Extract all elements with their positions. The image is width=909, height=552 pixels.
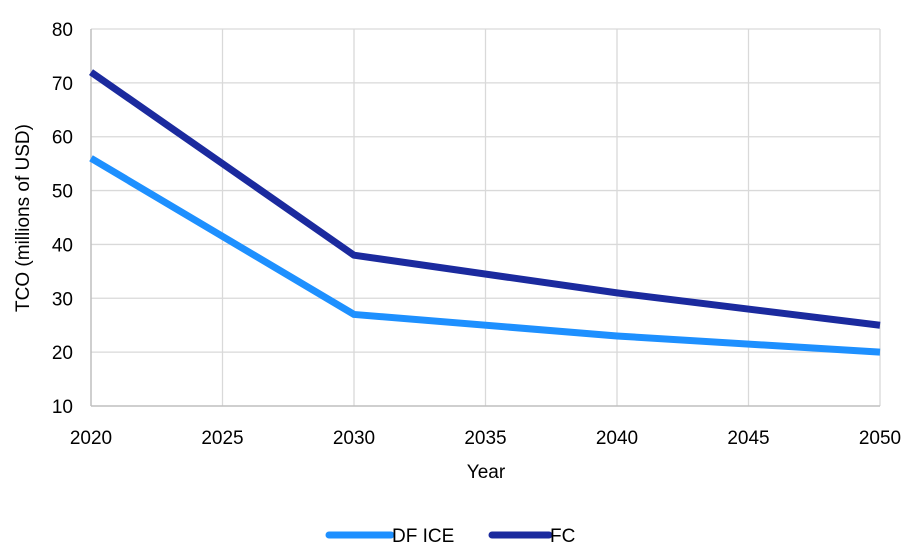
x-axis-title: Year (467, 462, 506, 483)
y-tick-label: 30 (52, 289, 73, 310)
series-line-fc (89, 69, 881, 329)
y-axis-title: TCO (millions of USD) (13, 124, 34, 312)
legend-label-fc: FC (550, 526, 575, 547)
series-line-df-ice (89, 155, 881, 356)
y-tick-label: 60 (52, 128, 73, 149)
y-tick-label: 20 (52, 343, 73, 364)
grid-layer (91, 28, 881, 406)
y-tick-label: 10 (52, 397, 73, 418)
y-tick-label: 50 (52, 182, 73, 203)
x-tick-label: 2045 (727, 428, 769, 449)
x-tick-label: 2040 (596, 428, 638, 449)
x-tick-label: 2050 (859, 428, 901, 449)
x-tick-label: 2035 (464, 428, 506, 449)
axis-layer (90, 29, 880, 407)
x-tick-label: 2020 (70, 428, 112, 449)
x-tick-label: 2030 (333, 428, 375, 449)
x-tick-label: 2025 (201, 428, 243, 449)
legend: DF ICE FC (325, 526, 575, 547)
legend-label-df-ice: DF ICE (392, 526, 454, 547)
y-tick-label: 80 (52, 20, 73, 41)
series-layer (89, 69, 881, 356)
y-tick-label: 70 (52, 74, 73, 95)
y-tick-label: 40 (52, 235, 73, 256)
